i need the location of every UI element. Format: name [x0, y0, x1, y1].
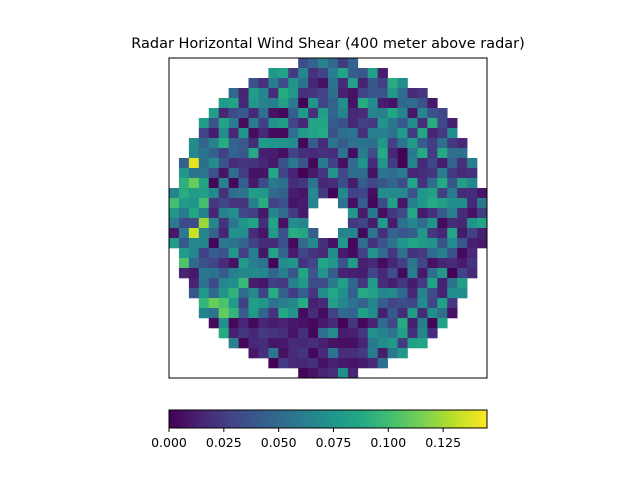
- colorbar-tick-label: 0.125: [425, 435, 461, 450]
- colorbar-tick-label: 0.075: [316, 435, 352, 450]
- colorbar-tick-label: 0.050: [261, 435, 297, 450]
- colorbar-tick-label: 0.000: [151, 435, 187, 450]
- colorbar-ticks: 0.000 0.025 0.050 0.075 0.100 0.125: [151, 428, 461, 450]
- colorbar-tick-label: 0.025: [206, 435, 242, 450]
- colorbar-tick-label: 0.100: [370, 435, 406, 450]
- colorbar-bar: [169, 410, 487, 428]
